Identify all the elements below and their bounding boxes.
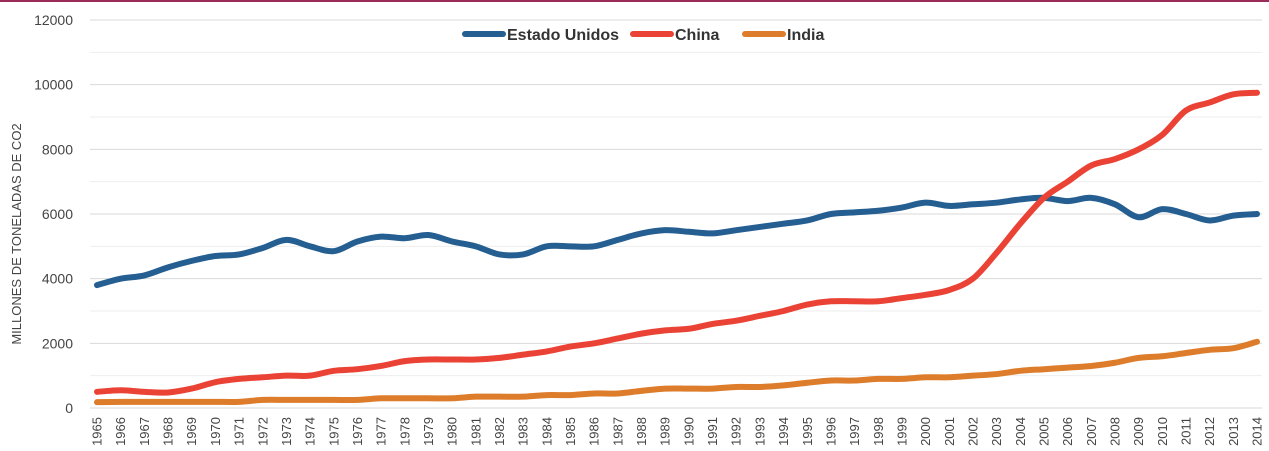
x-tick-label: 1971 [232,417,247,446]
series-lines [94,89,1260,406]
x-tick-label: 1980 [445,417,460,446]
x-tick-label: 1967 [137,417,152,446]
legend: Estado Unidos China India [462,27,824,44]
y-tick-label: 10000 [34,77,73,93]
series-line-china [94,89,1260,396]
y-tick-label: 6000 [42,206,73,222]
x-tick-label: 1965 [90,417,105,446]
x-tick-label: 1970 [208,417,223,446]
x-tick-label: 1992 [729,417,744,446]
y-tick-label: 8000 [42,141,73,157]
y-tick-label: 2000 [42,335,73,351]
legend-label: China [675,27,720,44]
x-tick-label: 2006 [1060,417,1075,446]
y-tick-label: 4000 [42,271,73,287]
x-tick-label: 1982 [492,417,507,446]
x-tick-label: 1983 [516,417,531,446]
x-tick-label: 1988 [634,417,649,446]
y-tick-label: 12000 [34,12,73,28]
x-tick-label: 1966 [113,417,128,446]
series-line-estado-unidos [94,194,1260,289]
y-tick-label: 0 [65,400,73,416]
y-axis-tick-labels: 0 2000 4000 6000 8000 10000 12000 [34,12,73,416]
x-tick-label: 1993 [752,417,767,446]
legend-label: India [787,27,824,44]
x-tick-label: 1973 [279,417,294,446]
x-tick-label: 1969 [184,417,199,446]
x-tick-label: 2007 [1084,417,1099,446]
x-tick-label: 2005 [1036,417,1051,446]
x-tick-label: 1998 [871,417,886,446]
x-tick-label: 2010 [1155,417,1170,446]
grid-lines [90,19,1262,409]
legend-label: Estado Unidos [507,27,619,44]
x-tick-label: 1987 [610,417,625,446]
x-tick-label: 2009 [1131,417,1146,446]
x-tick-label: 2001 [942,417,957,446]
x-tick-label: 2002 [965,417,980,446]
x-tick-label: 1991 [705,417,720,446]
x-tick-label: 2012 [1202,417,1217,446]
x-tick-label: 2008 [1108,417,1123,446]
x-tick-label: 1999 [894,417,909,446]
x-tick-label: 2011 [1179,417,1194,445]
x-tick-label: 2000 [918,417,933,446]
x-tick-label: 2014 [1250,417,1265,446]
x-tick-label: 1976 [350,417,365,446]
x-tick-label: 1978 [397,417,412,446]
x-tick-label: 1977 [374,417,389,446]
x-tick-label: 1974 [303,417,318,446]
x-tick-label: 1996 [823,417,838,446]
x-tick-label: 1989 [658,417,673,446]
x-tick-label: 1981 [468,417,483,446]
x-tick-label: 1994 [776,417,791,446]
x-tick-label: 1986 [587,417,602,446]
x-tick-label: 2004 [1013,417,1028,446]
x-tick-label: 2003 [989,417,1004,446]
x-tick-label: 1990 [681,417,696,446]
top-border [0,0,1269,2]
x-tick-label: 2013 [1226,417,1241,446]
y-axis-label: MILLONES DE TONELADAS DE CO2 [9,123,24,344]
x-tick-label: 1997 [847,417,862,446]
x-tick-label: 1995 [800,417,815,446]
x-tick-label: 1979 [421,417,436,446]
x-tick-label: 1975 [326,417,341,446]
series-line-india [94,338,1260,406]
x-tick-label: 1985 [563,417,578,446]
x-tick-label: 1984 [539,417,554,446]
x-axis-tick-labels: 1965 1966 1967 1968 1969 1970 1971 1972 1973 1974… [90,417,1265,446]
x-tick-label: 1972 [255,417,270,446]
x-tick-label: 1968 [161,417,176,446]
